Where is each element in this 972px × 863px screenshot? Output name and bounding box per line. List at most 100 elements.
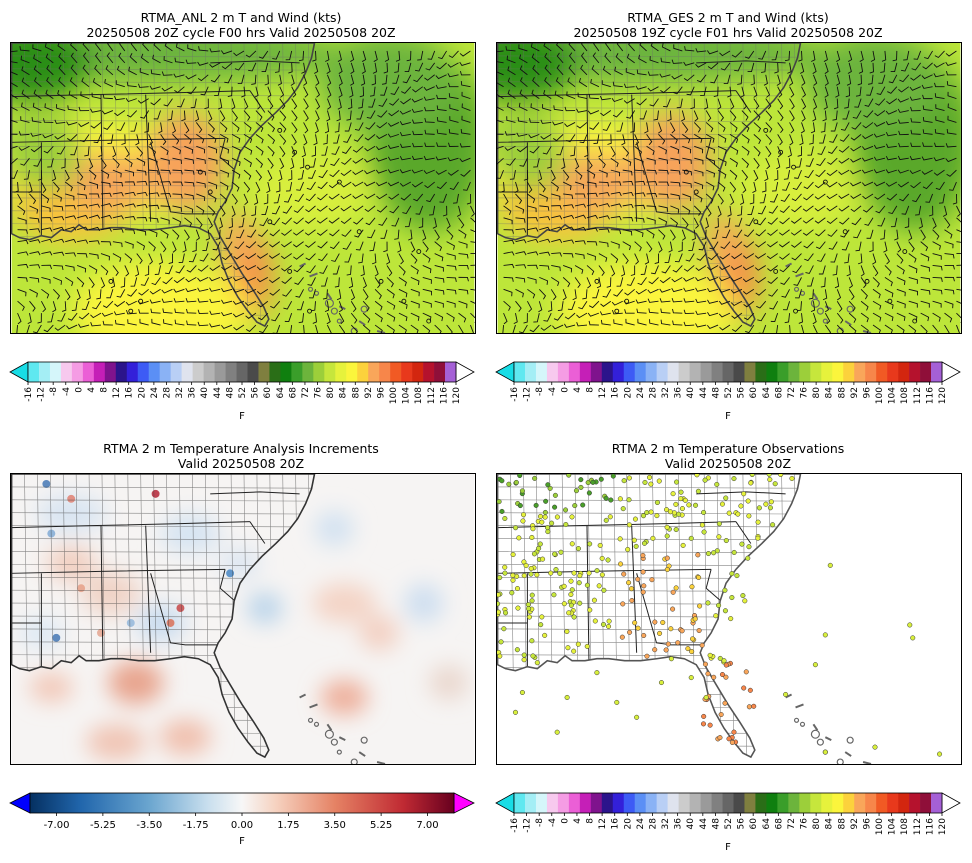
colorbar-swatch — [423, 362, 435, 382]
colorbar-extend-min — [495, 792, 515, 814]
colorbar-swatch — [755, 793, 767, 813]
colorbar-tick-label: 56 — [251, 387, 261, 399]
colorbar-tick-label: 24 — [636, 818, 646, 830]
colorbar-tick-label: 20 — [623, 818, 633, 830]
colorbar-swatch — [667, 362, 679, 382]
colorbar-swatch — [401, 362, 413, 382]
colorbar-tick-label: 12 — [598, 818, 608, 829]
panel-title-anl: RTMA_ANL 2 m T and Wind (kts) 20250508 2… — [8, 10, 474, 40]
colorbar-swatch — [832, 793, 844, 813]
colorbar-tick-label: 96 — [862, 818, 872, 830]
colorbar-tick-label: 80 — [812, 387, 822, 399]
colorbar-swatch — [777, 793, 789, 813]
islands — [299, 693, 386, 764]
colorbar-tick-label: 0 — [560, 387, 570, 393]
colorbar-tick-label: 56 — [737, 818, 747, 830]
colorbar-swatch — [920, 362, 932, 382]
colorbar-swatch — [203, 362, 215, 382]
colorbar-swatch — [612, 793, 625, 813]
colorbar-tick-label: -12 — [523, 387, 533, 402]
colorbar-tick-label: 92 — [364, 387, 374, 398]
colorbar-swatch — [115, 362, 128, 382]
colorbar-tick-label: 100 — [875, 387, 885, 404]
colorbar-tick-label: -5.25 — [90, 820, 116, 831]
colorbar-swatch — [887, 362, 899, 382]
colorbar-tick-label: 120 — [938, 387, 948, 404]
colorbar-tick-label: 64 — [276, 387, 286, 399]
colorbar-swatch — [170, 362, 182, 382]
colorbar-swatch — [557, 362, 570, 382]
colorbar-swatch — [590, 793, 603, 813]
colorbar-tick-label: 60 — [263, 387, 273, 399]
colorbar-tick-label: -16 — [24, 387, 34, 402]
colorbar-swatch — [579, 362, 592, 382]
colorbar-extend-max — [941, 361, 961, 383]
title-line-2: Valid 20250508 20Z — [664, 456, 792, 471]
colorbar-tick-label: 52 — [238, 387, 248, 398]
colorbar-tick-label: 5.25 — [370, 820, 392, 831]
colorbar-swatch — [126, 362, 139, 382]
colorbar-tick-label: -8 — [535, 818, 545, 827]
colorbar-swatch — [755, 362, 767, 382]
title-line-2: Valid 20250508 20Z — [177, 456, 305, 471]
colorbar-tick-label: 0 — [74, 387, 84, 393]
colorbar-swatch — [931, 793, 943, 813]
colorbar-swatch — [766, 362, 778, 382]
colorbar-swatch — [368, 362, 380, 382]
temperature-colorbar-anl: -16 -12 -8 -4 0 4 8 12 16 20 24 28 32 36 40 44 48 52 56 60 6… — [9, 361, 475, 422]
coastline — [497, 43, 802, 328]
colorbar-swatch — [546, 793, 559, 813]
colorbar-tick-label: 0.00 — [231, 820, 253, 831]
colorbar-tick-label: 112 — [913, 387, 923, 404]
colorbar-tick-label: 88 — [351, 387, 361, 399]
colorbar-swatch — [843, 362, 855, 382]
colorbar-tick-label: 108 — [900, 387, 910, 404]
colorbar-swatch — [810, 793, 822, 813]
colorbar-swatch — [434, 362, 446, 382]
colorbar-swatch — [865, 793, 877, 813]
colorbar-tick-label: 3.50 — [324, 820, 346, 831]
colorbar-swatch — [832, 362, 844, 382]
colorbar-tick-label: 88 — [837, 818, 847, 830]
colorbar-swatch — [225, 362, 237, 382]
colorbar-swatch — [148, 362, 160, 382]
colorbar-tick-label: 16 — [125, 387, 135, 399]
increment-colorbar: -7.00 -5.25 -3.50 -1.75 0.00 1.75 3.50 5.25 7.00… — [9, 792, 475, 847]
colorbar-swatch — [269, 362, 281, 382]
colorbar-tick-label: 96 — [862, 387, 872, 399]
colorbar-tick-label: 32 — [661, 387, 671, 398]
colorbar-tick-label: 68 — [774, 387, 784, 399]
colorbar-swatch — [346, 362, 358, 382]
colorbar-swatch — [181, 362, 193, 382]
colorbar-tick-label: 12 — [598, 387, 608, 398]
colorbar-tick-label: 20 — [137, 387, 147, 399]
colorbar-swatch — [71, 362, 84, 382]
colorbar-unit-label: F — [239, 411, 245, 422]
colorbar-tick-label: 4 — [87, 387, 97, 393]
colorbar-swatch — [854, 362, 866, 382]
colorbar-swatch — [711, 362, 723, 382]
panel-title-inc: RTMA 2 m Temperature Analysis Increments… — [8, 441, 474, 471]
temperature-colorbar-obs: -16 -12 -8 -4 0 4 8 12 16 20 24 28 32 36 40 44 48 52 56 60 6… — [495, 792, 961, 853]
colorbar-extend-max — [941, 792, 961, 814]
colorbar-swatch — [876, 362, 888, 382]
colorbar-swatch — [777, 362, 789, 382]
colorbar-tick-label: 84 — [825, 818, 835, 830]
colorbar-swatch — [445, 362, 457, 382]
colorbar-swatch — [711, 793, 723, 813]
colorbar-swatch — [38, 362, 51, 382]
colorbar-tick-label: 20 — [623, 387, 633, 399]
colorbar-tick-label: 8 — [586, 818, 596, 824]
calm-wind-circles — [108, 127, 432, 324]
colorbar-tick-label: 64 — [762, 387, 772, 399]
colorbar-tick-label: 108 — [414, 387, 424, 404]
colorbar-tick-label: -3.50 — [136, 820, 162, 831]
colorbar-swatch — [535, 362, 548, 382]
colorbar-swatch — [656, 362, 668, 382]
colorbar-tick-label: 80 — [326, 387, 336, 399]
colorbar-swatch — [49, 362, 62, 382]
map-panel-obs — [496, 473, 962, 765]
colorbar-tick-label: 96 — [376, 387, 386, 399]
colorbar-swatch — [623, 793, 636, 813]
colorbar-unit-label: F — [725, 842, 731, 853]
